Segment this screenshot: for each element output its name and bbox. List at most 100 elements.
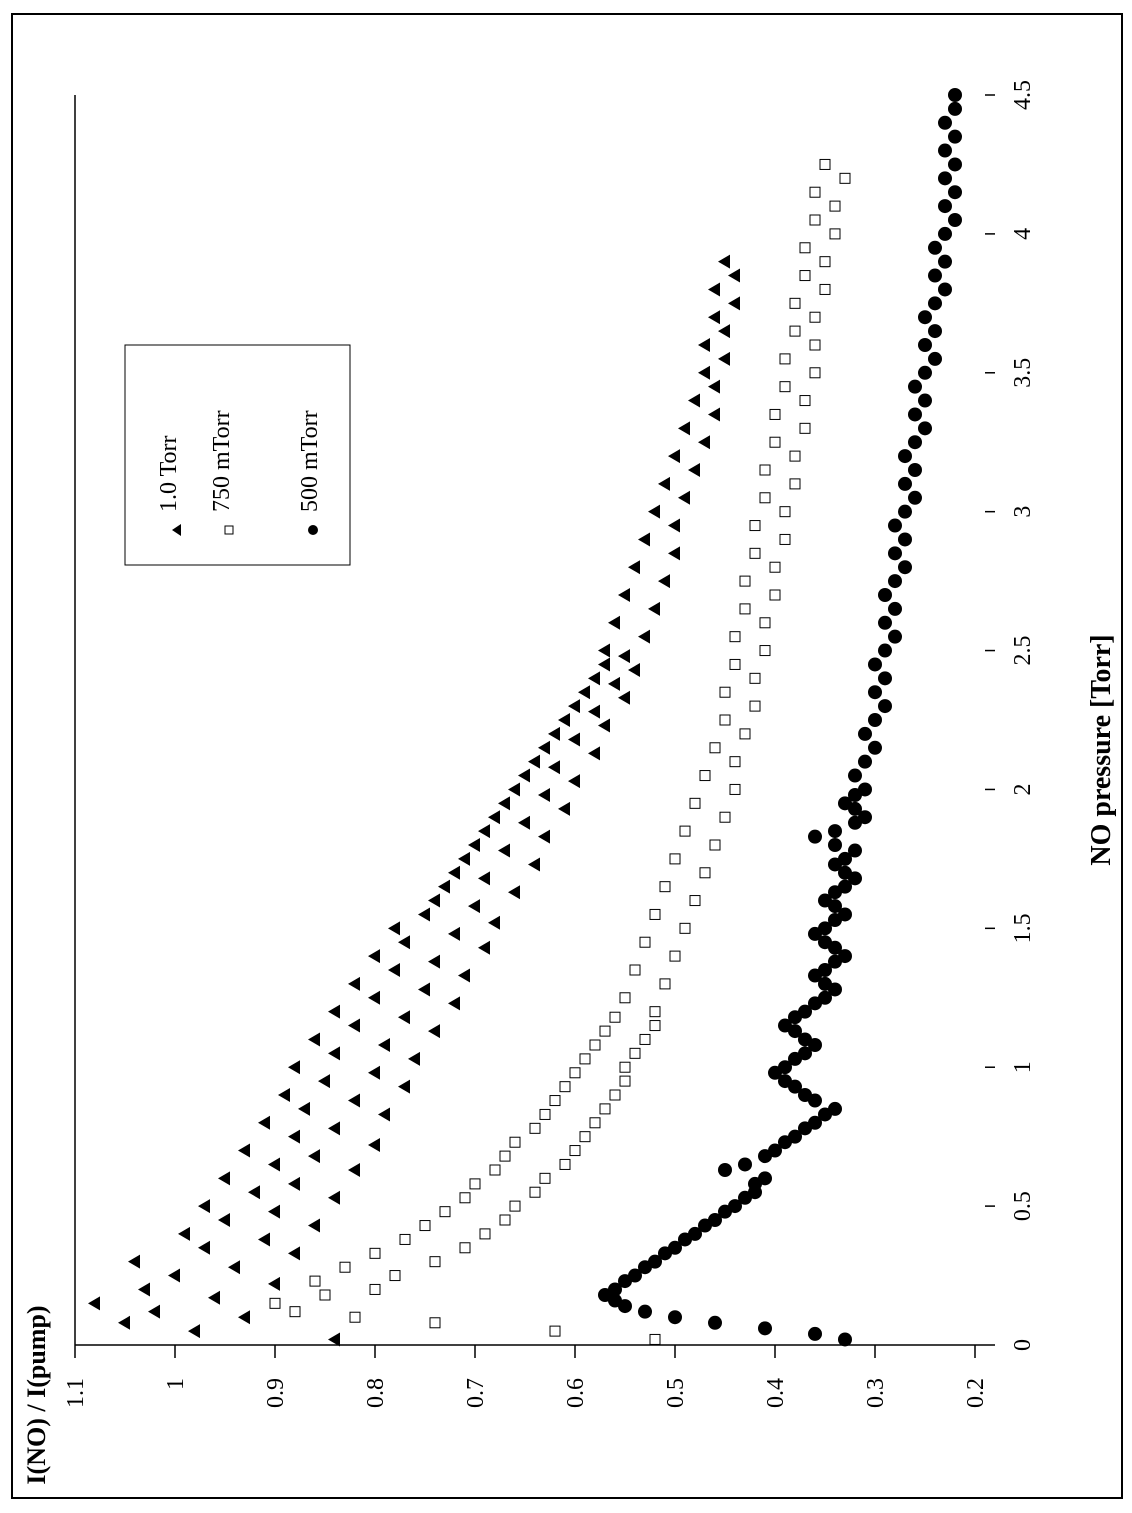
point-1-0-torr: [478, 940, 490, 955]
point-500-mtorr: [858, 726, 872, 741]
point-750-mtorr: [619, 1061, 631, 1073]
point-1-0-torr: [558, 713, 570, 727]
point-1-0-torr: [548, 760, 560, 775]
point-500-mtorr: [828, 838, 842, 852]
point-1-0-torr: [518, 815, 530, 830]
point-750-mtorr: [499, 1150, 511, 1162]
point-750-mtorr: [739, 603, 751, 615]
point-1-0-torr: [268, 1157, 280, 1172]
point-750-mtorr: [719, 714, 731, 726]
point-750-mtorr: [819, 283, 831, 295]
point-500-mtorr: [878, 671, 892, 686]
point-1-0-torr: [448, 926, 460, 941]
y-tick-label: 1.1: [63, 1378, 89, 1408]
point-1-0-torr: [228, 1260, 240, 1275]
point-750-mtorr: [769, 561, 781, 573]
x-tick-label: 4.5: [1010, 80, 1036, 110]
point-1-0-torr: [328, 1190, 340, 1205]
point-500-mtorr: [948, 157, 962, 172]
point-750-mtorr: [749, 672, 761, 684]
point-1-0-torr: [428, 1024, 440, 1039]
point-1-0-torr: [558, 801, 570, 816]
point-500-mtorr: [798, 1046, 812, 1061]
point-750-mtorr: [739, 728, 751, 740]
point-750-mtorr: [319, 1289, 331, 1301]
point-1-0-torr: [618, 588, 630, 602]
point-500-mtorr: [838, 879, 852, 894]
point-750-mtorr: [429, 1256, 441, 1268]
point-500-mtorr: [648, 1254, 662, 1269]
point-1-0-torr: [598, 657, 610, 672]
point-750-mtorr: [369, 1283, 381, 1295]
point-1-0-torr: [328, 1332, 340, 1347]
scatter-points: [88, 88, 962, 1347]
point-750-mtorr: [759, 645, 771, 657]
point-500-mtorr: [918, 421, 932, 436]
point-500-mtorr: [778, 1074, 792, 1089]
point-1-0-torr: [138, 1282, 150, 1297]
point-1-0-torr: [568, 732, 580, 747]
point-500-mtorr: [608, 1282, 622, 1297]
point-500-mtorr: [758, 1321, 772, 1336]
point-500-mtorr: [708, 1315, 722, 1330]
point-1-0-torr: [298, 1101, 310, 1116]
point-750-mtorr: [779, 506, 791, 518]
point-500-mtorr: [808, 1115, 822, 1130]
point-500-mtorr: [848, 843, 862, 858]
point-1-0-torr: [708, 407, 720, 422]
point-750-mtorr: [829, 228, 841, 240]
point-750-mtorr: [789, 325, 801, 337]
point-750-mtorr: [659, 978, 671, 990]
x-tick-label: 0.5: [1010, 1191, 1036, 1221]
point-1-0-torr: [508, 885, 520, 900]
point-500-mtorr: [778, 1060, 792, 1075]
point-500-mtorr: [878, 615, 892, 630]
point-500-mtorr: [808, 1326, 822, 1341]
point-1-0-torr: [238, 1310, 250, 1325]
point-750-mtorr: [749, 547, 761, 559]
point-500-mtorr: [688, 1226, 702, 1241]
point-1-0-torr: [468, 899, 480, 914]
point-1-0-torr: [328, 1004, 340, 1019]
point-1-0-torr: [118, 1315, 130, 1330]
point-750-mtorr: [289, 1306, 301, 1318]
point-1-0-torr: [528, 754, 540, 769]
point-1-0-torr: [398, 1010, 410, 1025]
x-tick-label: 2.5: [1010, 636, 1036, 666]
y-tick-label: 0.7: [463, 1378, 489, 1408]
point-750-mtorr: [479, 1228, 491, 1240]
x-tick-label: 4: [1010, 228, 1036, 240]
point-750-mtorr: [559, 1081, 571, 1093]
point-750-mtorr: [659, 881, 671, 893]
point-750-mtorr: [729, 658, 741, 670]
point-1-0-torr: [708, 379, 720, 394]
point-1-0-torr: [278, 1088, 290, 1102]
point-500-mtorr: [908, 435, 922, 450]
point-750-mtorr: [529, 1122, 541, 1134]
point-1-0-torr: [348, 1093, 360, 1108]
point-750-mtorr: [549, 1095, 561, 1107]
point-1-0-torr: [658, 574, 670, 589]
point-1-0-torr: [718, 351, 730, 366]
point-500-mtorr: [858, 754, 872, 769]
point-750-mtorr: [619, 1075, 631, 1087]
point-750-mtorr: [769, 408, 781, 420]
point-1-0-torr: [608, 615, 620, 630]
point-1-0-torr: [668, 449, 680, 464]
point-1-0-torr: [368, 1065, 380, 1080]
point-750-mtorr: [419, 1220, 431, 1232]
point-1-0-torr: [508, 782, 520, 797]
point-500-mtorr: [878, 699, 892, 714]
x-tick-label: 3: [1010, 506, 1036, 518]
point-500-mtorr: [808, 829, 822, 844]
point-750-mtorr: [509, 1136, 521, 1148]
point-1-0-torr: [588, 671, 600, 686]
point-500-mtorr: [818, 921, 832, 936]
point-750-mtorr: [799, 422, 811, 434]
point-750-mtorr: [429, 1317, 441, 1329]
point-500-mtorr: [838, 949, 852, 964]
y-tick-label: 0.3: [863, 1378, 889, 1408]
point-750-mtorr: [719, 686, 731, 698]
point-500-mtorr: [828, 824, 842, 839]
